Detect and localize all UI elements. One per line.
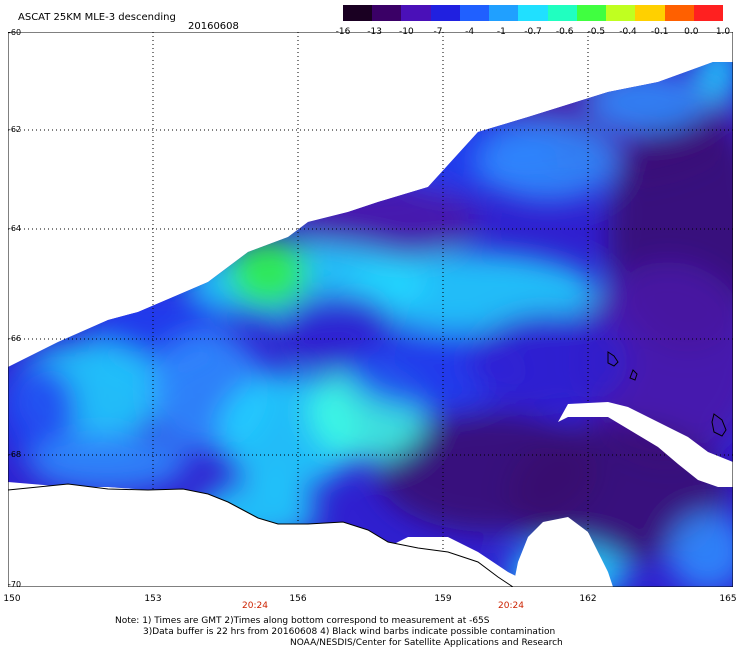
colorbar-segment	[401, 5, 432, 21]
lat-label-62: -62	[8, 125, 22, 134]
colorbar-segment	[693, 5, 724, 21]
swath-region	[228, 237, 308, 307]
time-label-2: 20:24	[498, 601, 524, 611]
lon-label-165: 165	[719, 594, 737, 604]
colorbar-segment	[372, 5, 402, 21]
colorbar-segment	[606, 5, 636, 21]
colorbar-segment	[547, 5, 578, 21]
lon-label-156: 156	[289, 594, 307, 604]
swath-region	[8, 362, 78, 462]
time-label-1: 20:24	[242, 601, 268, 611]
colorbar-segment	[430, 5, 461, 21]
swath-region	[28, 432, 188, 492]
graticule	[8, 32, 733, 587]
coastline	[8, 351, 733, 587]
lat-label-60: -60	[8, 28, 22, 37]
colorbar-segment	[343, 5, 373, 21]
footer-note-line1: Note: 1) Times are GMT 2)Times along bot…	[115, 616, 490, 626]
colorbar-segment	[459, 5, 490, 21]
swath-region	[338, 252, 598, 332]
lon-label-150: 150	[3, 594, 21, 604]
footer-credit: NOAA/NESDIS/Center for Satellite Applica…	[290, 638, 563, 648]
swath-region	[468, 312, 628, 412]
colorbar-segment	[518, 5, 549, 21]
lon-label-162: 162	[579, 594, 597, 604]
colorbar-segment	[664, 5, 695, 21]
chart-title: ASCAT 25KM MLE-3 descending	[18, 12, 176, 23]
lat-label-68: -68	[8, 450, 22, 459]
map-plot	[8, 32, 733, 587]
chart-date: 20160608	[188, 21, 239, 32]
colorbar	[343, 5, 724, 21]
swath-region	[698, 62, 733, 102]
swath-region	[588, 72, 708, 132]
lat-label-70: -70	[8, 580, 22, 589]
colorbar-segment	[576, 5, 607, 21]
swath-region	[668, 512, 733, 587]
lon-label-159: 159	[434, 594, 452, 604]
lon-label-153: 153	[144, 594, 162, 604]
swath-region	[478, 122, 618, 202]
colorbar-segment	[489, 5, 519, 21]
footer-note-line2: 3)Data buffer is 22 hrs from 20160608 4)…	[143, 627, 556, 637]
lat-label-64: -64	[8, 224, 22, 233]
lat-label-66: -66	[8, 334, 22, 343]
colorbar-segment	[635, 5, 666, 21]
